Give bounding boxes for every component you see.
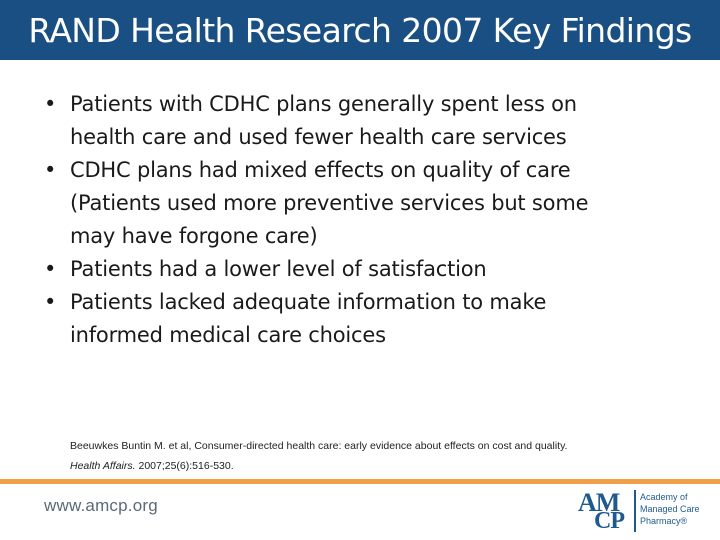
logo-divider bbox=[634, 490, 636, 532]
finding-line: may have forgone care) bbox=[70, 224, 318, 248]
amcp-logo: AM CP Academy of Managed Care Pharmacy® bbox=[572, 486, 712, 536]
citation-details: 2007;25(6):516-530. bbox=[135, 460, 234, 472]
bullet-marker: • bbox=[44, 290, 57, 314]
citation-line-2: Health Affairs. 2007;25(6):516-530. bbox=[70, 456, 670, 476]
logo-name-line: Pharmacy® bbox=[640, 516, 688, 526]
logo-letters-bottom: CP bbox=[594, 508, 625, 534]
logo-letters-top: AM bbox=[578, 488, 620, 517]
finding-line: (Patients used more preventive services … bbox=[70, 191, 589, 215]
finding-item-3: • Patients had a lower level of satisfac… bbox=[44, 253, 664, 286]
finding-line: health care and used fewer health care s… bbox=[70, 125, 567, 149]
bullet-marker: • bbox=[44, 92, 57, 116]
citation-line-1: Beeuwkes Buntin M. et al, Consumer-direc… bbox=[70, 440, 568, 452]
slide-title: RAND Health Research 2007 Key Findings bbox=[28, 11, 692, 50]
finding-line: Patients with CDHC plans generally spent… bbox=[70, 92, 577, 116]
citation-journal: Health Affairs. bbox=[70, 460, 136, 472]
title-bar bbox=[0, 0, 720, 60]
footer-divider bbox=[0, 479, 720, 484]
findings-list: • Patients with CDHC plans generally spe… bbox=[44, 88, 664, 352]
finding-line: informed medical care choices bbox=[70, 323, 386, 347]
finding-item-1: • Patients with CDHC plans generally spe… bbox=[44, 88, 664, 154]
finding-item-4: • Patients lacked adequate information t… bbox=[44, 286, 664, 352]
logo-name: Academy of Managed Care Pharmacy® bbox=[640, 491, 700, 527]
footer-url[interactable]: www.amcp.org bbox=[44, 496, 158, 515]
citation: Beeuwkes Buntin M. et al, Consumer-direc… bbox=[70, 436, 670, 476]
finding-item-2: • CDHC plans had mixed effects on qualit… bbox=[44, 154, 664, 253]
finding-line: CDHC plans had mixed effects on quality … bbox=[70, 158, 571, 182]
logo-name-line: Managed Care bbox=[640, 504, 700, 514]
bullet-marker: • bbox=[44, 257, 57, 281]
logo-name-line: Academy of bbox=[640, 492, 688, 502]
finding-line: Patients lacked adequate information to … bbox=[70, 290, 547, 314]
finding-line: Patients had a lower level of satisfacti… bbox=[70, 257, 487, 281]
bullet-marker: • bbox=[44, 158, 57, 182]
